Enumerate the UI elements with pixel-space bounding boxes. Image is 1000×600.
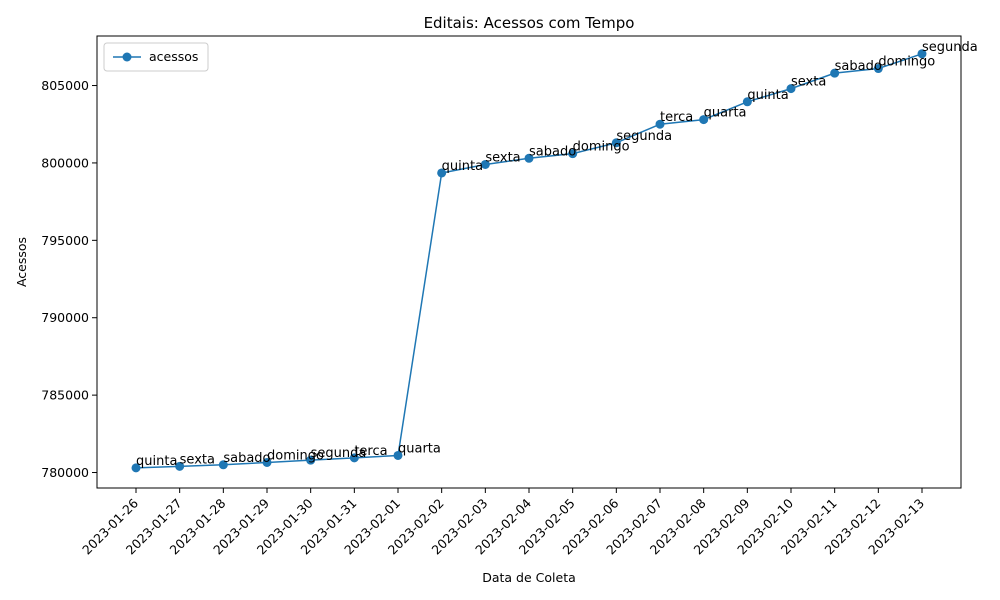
data-point (262, 457, 272, 467)
data-point (437, 168, 447, 178)
data-point (393, 450, 403, 460)
y-tick-label: 780000 (41, 465, 89, 480)
y-tick-label: 790000 (41, 310, 89, 325)
point-annotation: domingo (573, 140, 630, 155)
point-annotation: quinta (136, 454, 177, 469)
point-annotation: quarta (398, 441, 441, 456)
data-point (873, 64, 883, 74)
point-annotation: domingo (878, 55, 935, 70)
point-annotation: sabado (529, 144, 576, 159)
point-annotation: sexta (180, 452, 215, 467)
data-point (218, 460, 228, 470)
point-annotation: sabado (835, 59, 882, 74)
plot-area (97, 36, 961, 488)
point-annotation: segunda (922, 40, 978, 55)
data-point (611, 138, 621, 148)
y-axis: 780000 785000 790000 795000 800000 805000 (41, 78, 97, 480)
point-annotation: domingo (267, 448, 324, 463)
point-annotation: segunda (616, 129, 672, 144)
y-tick-label: 805000 (41, 78, 89, 93)
point-annotation: sexta (485, 150, 520, 165)
series-layer (131, 49, 927, 473)
data-point (917, 49, 927, 59)
data-point (830, 68, 840, 78)
legend-entry-acessos: acessos (149, 49, 198, 64)
legend-box (103, 42, 209, 72)
point-annotation: quinta (747, 88, 788, 103)
y-tick-label: 795000 (41, 233, 89, 248)
point-annotation: segunda (311, 446, 367, 461)
x-axis-label: Data de Coleta (482, 570, 576, 585)
data-point (786, 84, 796, 94)
plot-frame (96, 35, 962, 489)
point-annotation: quarta (704, 106, 747, 121)
legend: acessos (103, 42, 209, 72)
chart-title: Editais: Acessos com Tempo (424, 14, 635, 32)
data-point (131, 463, 141, 473)
data-point (742, 97, 752, 107)
data-point (655, 119, 665, 129)
y-axis-label: Acessos (14, 237, 29, 287)
data-point (524, 153, 534, 163)
data-point (349, 453, 359, 463)
data-point (568, 149, 578, 159)
x-axis: 2023-01-262023-01-272023-01-282023-01-29… (79, 488, 927, 557)
legend-marker (122, 52, 132, 62)
data-point (699, 115, 709, 125)
data-point (175, 461, 185, 471)
y-tick-label: 800000 (41, 155, 89, 170)
data-point (480, 159, 490, 169)
point-annotation: terca (354, 444, 387, 459)
point-annotation: terca (660, 110, 693, 125)
point-annotation: sexta (791, 75, 826, 90)
data-point (306, 455, 316, 465)
point-annotation: quinta (442, 159, 483, 174)
y-tick-label: 785000 (41, 388, 89, 403)
point-annotation: sabado (223, 451, 270, 466)
